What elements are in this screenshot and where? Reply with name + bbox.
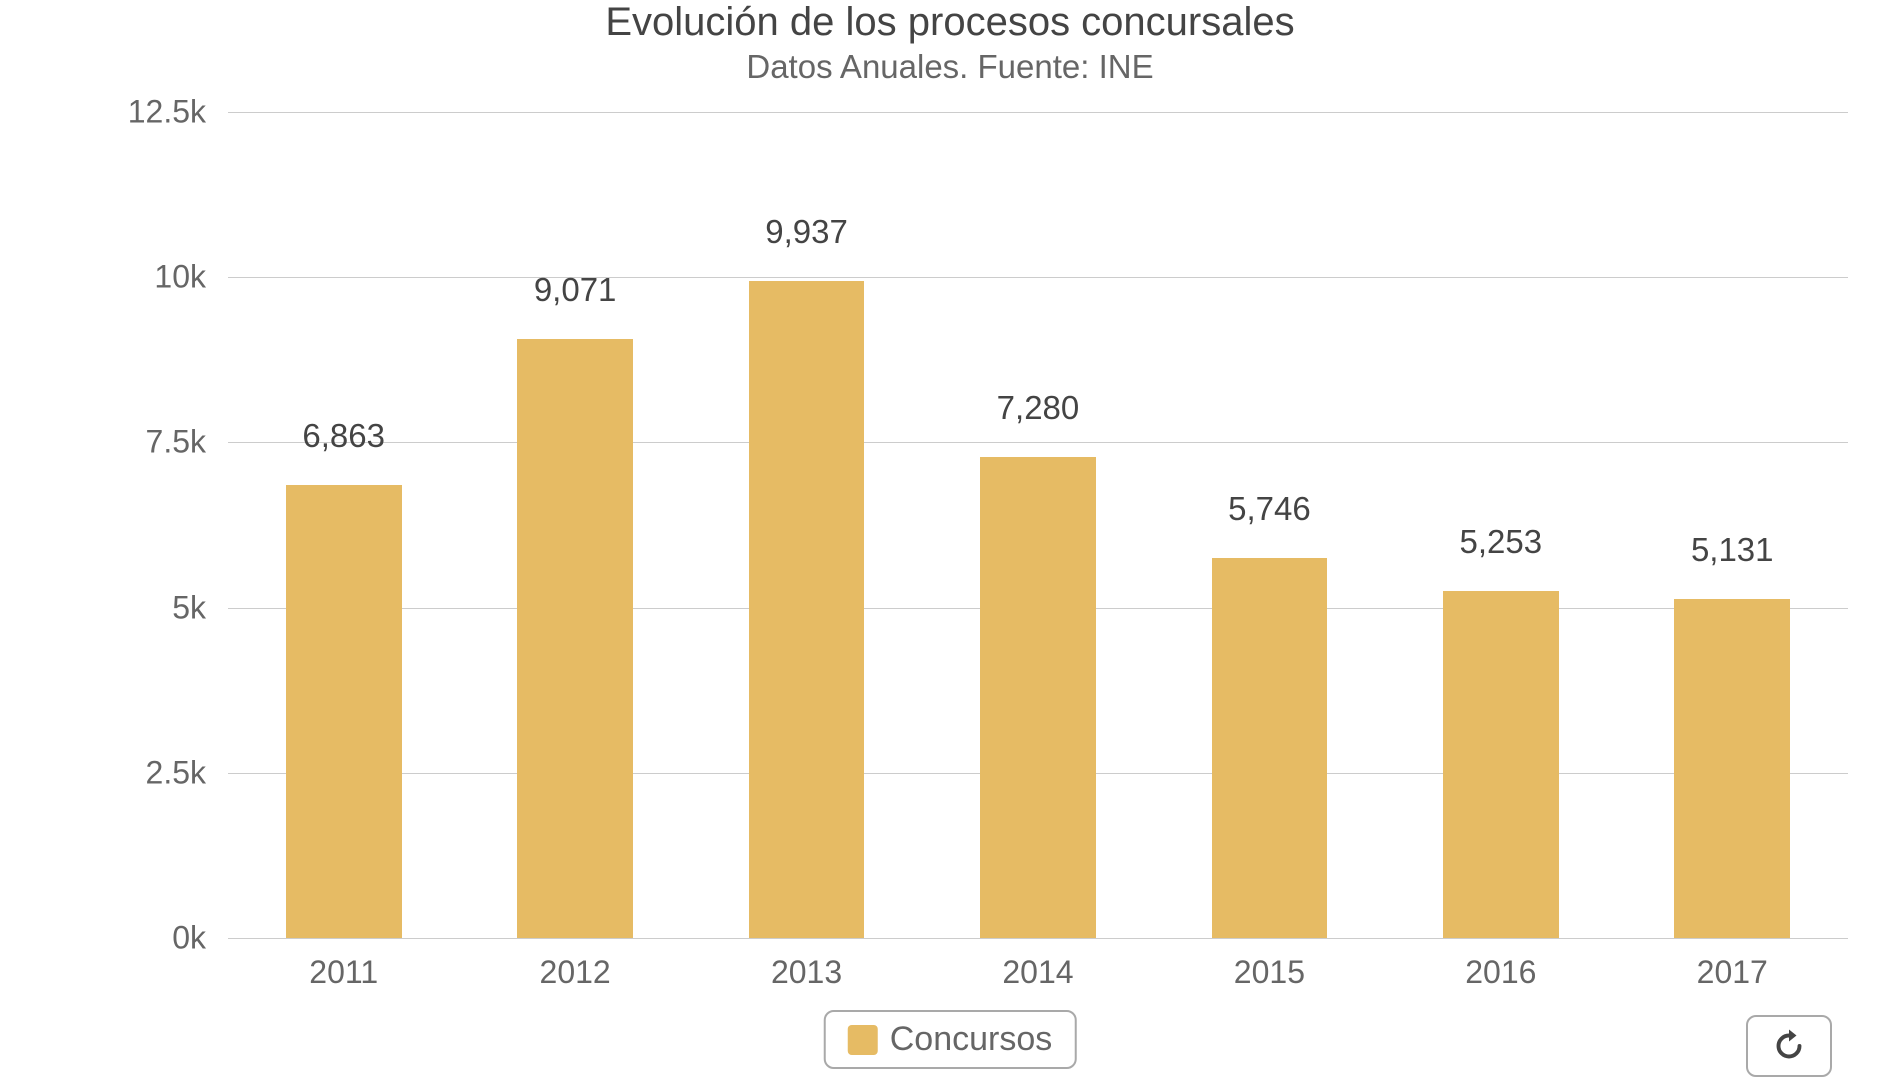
chart-subtitle: Datos Anuales. Fuente: INE [0,48,1900,86]
x-tick-label: 2016 [1385,954,1616,991]
plot-area: 0k2.5k5k7.5k10k12.5k 6,8639,0719,9377,28… [228,112,1848,938]
x-tick-label: 2011 [228,954,459,991]
y-tick-label: 10k [154,259,228,296]
y-tick-label: 2.5k [146,754,228,791]
bar-value-label: 5,131 [1691,531,1774,569]
bar-column: 5,253 [1385,112,1616,938]
x-tick-label: 2012 [459,954,690,991]
bar-value-label: 5,253 [1460,523,1543,561]
x-tick-label: 2017 [1617,954,1848,991]
bar[interactable] [980,457,1096,938]
x-axis-ticks: 2011201220132014201520162017 [228,938,1848,991]
y-tick-label: 0k [172,920,228,957]
y-tick-label: 5k [172,589,228,626]
bar[interactable] [286,485,402,939]
bar-column: 5,131 [1617,112,1848,938]
bar-column: 5,746 [1154,112,1385,938]
bar-column: 9,071 [459,112,690,938]
bar[interactable] [1674,599,1790,938]
bar[interactable] [517,339,633,938]
bar[interactable] [1212,558,1328,938]
bar-column: 9,937 [691,112,922,938]
bar[interactable] [1443,591,1559,938]
x-tick-label: 2013 [691,954,922,991]
legend-swatch [848,1025,878,1055]
reload-button[interactable] [1746,1015,1832,1077]
bar-value-label: 9,071 [534,271,617,309]
x-tick-label: 2014 [922,954,1153,991]
bar-value-label: 5,746 [1228,490,1311,528]
x-tick-label: 2015 [1154,954,1385,991]
legend[interactable]: Concursos [824,1010,1077,1069]
bar[interactable] [749,281,865,938]
bar-value-label: 9,937 [765,213,848,251]
chart-title: Evolución de los procesos concursales [0,0,1900,45]
bar-value-label: 7,280 [997,389,1080,427]
bar-column: 7,280 [922,112,1153,938]
reload-icon [1771,1028,1807,1064]
legend-label: Concursos [890,1020,1053,1059]
chart-container: Evolución de los procesos concursales Da… [0,0,1900,1069]
bar-column: 6,863 [228,112,459,938]
bar-value-label: 6,863 [302,417,385,455]
y-tick-label: 7.5k [146,424,228,461]
bars-group: 6,863 9,071 9,937 7,280 5,746 5,253 5,131 [228,112,1848,938]
y-tick-label: 12.5k [128,94,228,131]
